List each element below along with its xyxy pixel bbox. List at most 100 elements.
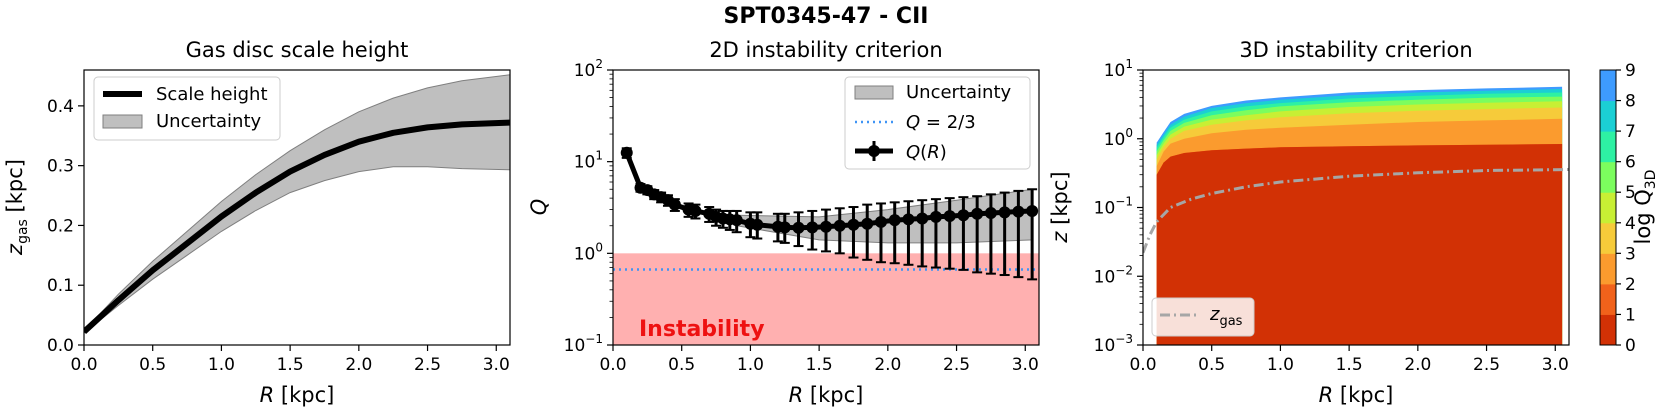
p2-xtick-label: 3.0	[1012, 355, 1039, 375]
p1-legend-band-swatch	[102, 114, 143, 129]
colorbar-tick-label: 3	[1625, 244, 1636, 264]
figure-suptitle: SPT0345-47 - CII	[724, 4, 929, 29]
p2-q-point	[874, 215, 887, 228]
colorbar-segment	[1600, 283, 1616, 315]
p1-xtick-label: 2.5	[414, 355, 441, 375]
p2-q-point	[620, 146, 633, 159]
p3-xtick-label: 0.5	[1198, 355, 1225, 375]
colorbar: 0 1 2 3 4 5 6 7 8 9	[1599, 61, 1636, 356]
p2-q-point	[957, 209, 970, 222]
p2-q-point	[668, 198, 681, 211]
colorbar-frame	[1599, 69, 1617, 346]
p2-legend-label-1: Q = 2/3	[906, 112, 976, 133]
p3-ytick-label: 101	[1104, 57, 1133, 81]
p2-q-point	[861, 217, 874, 230]
colorbar-tick-label: 7	[1625, 122, 1636, 142]
p1-ytick-label: 0.3	[47, 157, 74, 177]
p2-q-point	[929, 210, 942, 223]
p2-xtick-label: 0.5	[668, 355, 695, 375]
p2-xlabel: R [kpc]	[789, 383, 864, 407]
p3-ytick-label: 100	[1104, 126, 1133, 150]
p2-q-point	[998, 206, 1011, 219]
p2-xtick-label: 1.0	[737, 355, 764, 375]
colorbar-segment	[1600, 161, 1616, 193]
p1-ytick-label: 0.4	[47, 97, 74, 117]
p1-xtick-label: 0.0	[70, 355, 97, 375]
p2-ytick-label: 10−1	[564, 332, 603, 356]
p2-q-point	[820, 220, 832, 233]
p2-xtick-label: 1.5	[806, 355, 833, 375]
colorbar-segment	[1600, 100, 1616, 132]
p3-ytick-label: 10−1	[1094, 195, 1133, 219]
p2-q-point	[971, 207, 984, 220]
p1-xtick-label: 1.5	[277, 355, 304, 375]
p1-scale-height-line	[84, 119, 510, 335]
p3-legend: zgas	[1151, 297, 1255, 337]
p2-q-point	[689, 204, 702, 217]
p3-ytick-label: 10−2	[1094, 263, 1133, 287]
p3-xtick-label: 1.0	[1267, 355, 1294, 375]
p1-legend: Scale height Uncertainty	[93, 76, 281, 141]
p1-title: Gas disc scale height	[186, 38, 409, 62]
p3-xtick-label: 2.0	[1404, 355, 1431, 375]
p1-xtick-label: 2.0	[345, 355, 372, 375]
colorbar-label: log Q3D	[1631, 170, 1659, 245]
p2-q-point	[943, 210, 956, 223]
p1-xtick-label: 1.0	[208, 355, 235, 375]
p2-ytick-label: 102	[574, 57, 603, 81]
colorbar-segment	[1600, 222, 1616, 254]
p2-q-point	[778, 221, 791, 234]
p2-instability-annotation: Instability	[639, 317, 765, 342]
p2-q-point	[751, 218, 764, 231]
colorbar-segment	[1600, 253, 1616, 285]
p2-legend-label-0: Uncertainty	[906, 82, 1012, 103]
p1-xtick-label: 0.5	[139, 355, 166, 375]
p2-q-point	[1012, 205, 1025, 218]
p1-frame	[83, 69, 511, 346]
p2-legend-band-swatch	[854, 85, 894, 100]
p1-ytick-label: 0.1	[47, 276, 74, 296]
p1-legend-label-0: Scale height	[156, 84, 268, 105]
panel-scale-height: 0.0 0.5 1.0 1.5 2.0 2.5 3.0 0.0 0.1 0.2 0.3 0.4 Gas…	[3, 38, 511, 407]
colorbar-tick-label: 4	[1625, 214, 1636, 234]
colorbar-tick-label: 6	[1625, 153, 1636, 173]
p2-legend-err-swatch-marker	[868, 145, 880, 157]
p2-q-point	[902, 213, 915, 226]
p2-xtick-label: 2.5	[943, 355, 970, 375]
colorbar-tick-label: 1	[1625, 305, 1636, 325]
colorbar-tick-label: 0	[1625, 336, 1636, 356]
p2-ylabel: Q	[527, 199, 551, 216]
p1-ytick-label: 0.2	[47, 216, 74, 236]
colorbar-segment	[1600, 192, 1616, 224]
p1-xtick-label: 3.0	[483, 355, 510, 375]
p3-legend-label-0: zgas	[1209, 304, 1243, 329]
p2-xtick-label: 0.0	[599, 355, 626, 375]
p2-q-point	[888, 214, 901, 227]
p1-ytick-label: 0.0	[47, 336, 74, 356]
p3-contour-level-0	[1156, 144, 1563, 345]
p3-ytick-label: 10−3	[1094, 332, 1133, 356]
p3-ylabel: z [kpc]	[1048, 171, 1072, 243]
p2-ytick-label: 101	[574, 149, 603, 173]
panel-2d-criterion: 0.0 0.5 1.0 1.5 2.0 2.5 3.0 10−1 100 101 102 2D in…	[527, 38, 1040, 407]
p3-xtick-label: 0.0	[1129, 355, 1156, 375]
p1-uncertainty-band	[84, 74, 510, 334]
p2-q-point	[806, 221, 819, 234]
p2-title: 2D instability criterion	[709, 38, 942, 62]
colorbar-segment	[1600, 70, 1616, 102]
panel-3d-criterion: 0.0 0.5 1.0 1.5 2.0 2.5 3.010−310−210−1100101 …	[1048, 38, 1659, 407]
p2-legend-label-2: Q(R)	[906, 142, 947, 163]
p2-xtick-label: 2.0	[874, 355, 901, 375]
p2-legend: Uncertainty Q = 2/3 Q(R)	[844, 76, 1031, 170]
p2-q-point	[730, 214, 743, 227]
p3-xtick-label: 2.5	[1473, 355, 1500, 375]
p2-q-point	[984, 207, 997, 220]
colorbar-tick-label: 9	[1625, 61, 1636, 81]
colorbar-tick-label: 8	[1625, 92, 1636, 112]
colorbar-segment	[1600, 314, 1616, 346]
p3-xlabel: R [kpc]	[1319, 383, 1394, 407]
p1-ylabel: zgas [kpc]	[3, 159, 31, 256]
p3-xtick-label: 1.5	[1336, 355, 1363, 375]
p2-ytick-label: 100	[574, 240, 603, 264]
